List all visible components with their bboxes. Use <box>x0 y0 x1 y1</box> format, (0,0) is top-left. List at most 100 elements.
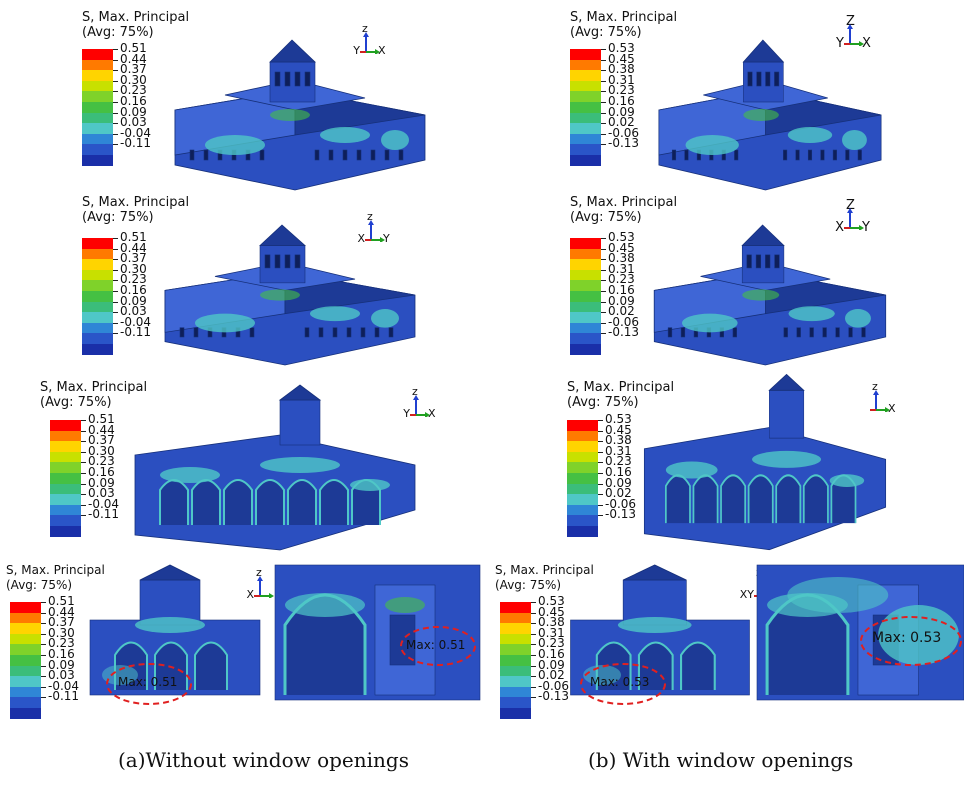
legend-swatch <box>50 515 81 526</box>
axis-label-up: z <box>872 380 878 393</box>
legend-tick <box>601 312 606 314</box>
legend-value: 0.38 <box>605 433 632 448</box>
legend-tick <box>113 280 118 282</box>
legend-tick <box>601 269 606 271</box>
axis-label-left: X <box>835 220 844 235</box>
legend-tick <box>81 462 86 464</box>
legend-tick <box>531 612 536 614</box>
legend-swatch <box>500 602 531 613</box>
legend-value: 0.23 <box>605 454 632 469</box>
legend-tick <box>601 91 606 93</box>
legend-swatch <box>82 112 113 124</box>
legend-tick <box>81 430 86 432</box>
legend-tick <box>113 91 118 93</box>
axis-label-left: Y <box>353 44 360 57</box>
legend-swatch <box>82 70 113 81</box>
legend-tick <box>601 123 606 125</box>
legend-value: 0.44 <box>120 51 147 66</box>
legend-value: -0.13 <box>605 507 637 522</box>
legend-swatch <box>570 269 601 281</box>
axis-label-up: z <box>367 210 373 223</box>
legend-value: 0.23 <box>608 83 635 98</box>
legend-title: S, Max. Principal (Avg: 75%) <box>6 563 105 593</box>
legend-tick <box>81 441 86 443</box>
legend-tick <box>601 59 606 61</box>
legend-value: -0.06 <box>608 125 640 140</box>
legend-title: S, Max. Principal (Avg: 75%) <box>495 563 594 593</box>
legend-tick <box>113 59 118 61</box>
legend-swatch <box>82 91 113 102</box>
legend-value: -0.11 <box>48 689 80 704</box>
legend-title: S, Max. Principal (Avg: 75%) <box>570 195 677 225</box>
legend-swatch <box>50 441 81 452</box>
legend-tick <box>531 665 536 667</box>
axis-label-left: Y <box>836 36 844 51</box>
legend-tick <box>41 644 46 646</box>
legend-title-line2: (Avg: 75%) <box>6 578 73 592</box>
legend-swatch <box>500 665 531 677</box>
legend-title-line1: S, Max. Principal <box>82 195 190 210</box>
legend-tick <box>598 494 603 496</box>
axis-arrows-icon <box>870 390 890 412</box>
max-label: Max: 0.51 <box>118 675 178 689</box>
legend-tick <box>601 49 606 50</box>
max-marker-ellipse <box>580 663 666 705</box>
legend-tick <box>531 623 536 625</box>
legend-title-line2: (Avg: 75%) <box>40 395 112 410</box>
legend-value: 0.09 <box>538 657 565 672</box>
legend-swatch <box>10 644 41 655</box>
legend-value: 0.03 <box>120 304 147 319</box>
legend-swatch <box>50 472 81 484</box>
legend-swatch <box>82 144 113 155</box>
legend-swatch <box>567 504 598 516</box>
legend-swatch <box>570 154 601 166</box>
axis-label-right: Y <box>862 220 870 235</box>
legend-value: 0.09 <box>608 293 635 308</box>
max-marker-ellipse <box>400 626 476 666</box>
church-model-zoom-view <box>274 564 481 701</box>
legend-tick <box>598 515 603 517</box>
legend-tick <box>81 451 86 453</box>
legend-swatch <box>500 644 531 655</box>
legend-value: 0.44 <box>88 422 115 437</box>
church-model-exterior-view <box>174 39 426 191</box>
legend-value: 0.38 <box>538 615 565 630</box>
max-marker-ellipse <box>106 663 192 705</box>
legend-value: 0.53 <box>608 41 635 55</box>
legend-tick <box>113 259 118 261</box>
legend-title: S, Max. Principal (Avg: 75%) <box>82 10 189 40</box>
legend-swatch <box>570 248 601 260</box>
legend-swatch <box>82 259 113 270</box>
church-model-detail-view <box>89 564 261 696</box>
legend-swatch <box>500 633 531 645</box>
max-label: Max: 0.51 <box>406 638 466 652</box>
legend-tick <box>598 441 603 443</box>
legend-swatch <box>500 654 531 666</box>
legend-value: -0.13 <box>608 325 640 340</box>
axis-label-left: XY <box>739 588 754 601</box>
legend-swatch <box>500 612 531 624</box>
legend-tick <box>41 697 46 699</box>
legend-swatch <box>82 280 113 291</box>
legend-swatch <box>82 312 113 323</box>
church-model-detail-view <box>570 564 750 696</box>
legend-value: 0.51 <box>120 41 147 55</box>
legend-swatch <box>82 248 113 260</box>
legend-value: 0.23 <box>120 272 147 287</box>
church-model-section-view <box>643 373 887 551</box>
legend-title-line1: S, Max. Principal <box>40 380 148 395</box>
legend-title-line1: S, Max. Principal <box>6 563 105 577</box>
legend-swatch <box>500 707 531 719</box>
legend-tick <box>601 301 606 303</box>
legend-tick <box>601 291 606 292</box>
legend-tick <box>531 686 536 688</box>
axis-label-right: X <box>378 44 386 57</box>
legend-swatch <box>567 525 598 537</box>
legend-swatch <box>82 322 113 334</box>
legend-value: 0.02 <box>608 115 635 130</box>
legend-tick <box>601 102 606 103</box>
legend-value: 0.38 <box>608 62 635 77</box>
